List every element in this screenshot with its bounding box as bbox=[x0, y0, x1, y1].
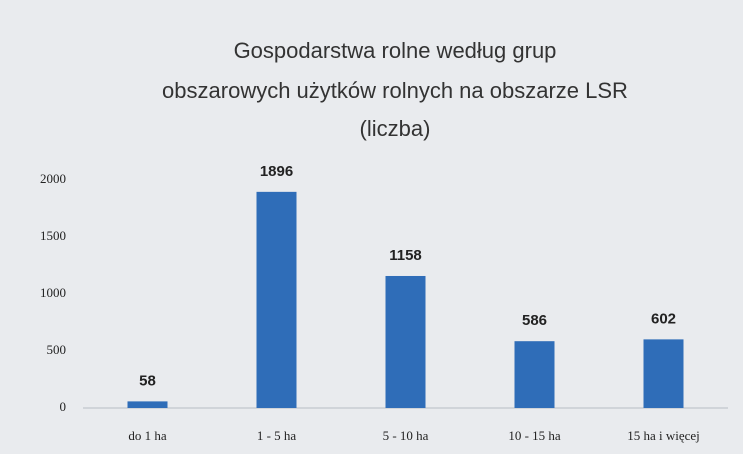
bar bbox=[127, 401, 168, 408]
bar bbox=[643, 339, 684, 408]
chart-title: (liczba) bbox=[360, 116, 431, 141]
y-tick-label: 1500 bbox=[40, 228, 66, 243]
chart-title: obszarowych użytków rolnych na obszarze … bbox=[162, 78, 628, 103]
data-label: 586 bbox=[522, 312, 547, 329]
x-tick-label: 10 - 15 ha bbox=[508, 428, 561, 443]
bar bbox=[514, 341, 555, 408]
data-label: 1896 bbox=[260, 163, 293, 180]
y-tick-label: 1000 bbox=[40, 285, 66, 300]
x-tick-label: 5 - 10 ha bbox=[383, 428, 429, 443]
x-tick-label: 1 - 5 ha bbox=[257, 428, 297, 443]
x-tick-label: do 1 ha bbox=[128, 428, 167, 443]
chart-title: Gospodarstwa rolne według grup bbox=[234, 38, 557, 63]
data-label: 1158 bbox=[389, 247, 422, 264]
bar bbox=[385, 275, 426, 408]
y-tick-label: 2000 bbox=[40, 171, 66, 186]
y-tick-label: 0 bbox=[60, 399, 67, 414]
y-tick-label: 500 bbox=[47, 342, 67, 357]
data-label: 58 bbox=[139, 372, 156, 389]
x-tick-label: 15 ha i więcej bbox=[627, 428, 700, 443]
data-label: 602 bbox=[651, 310, 676, 327]
bar bbox=[256, 191, 297, 408]
